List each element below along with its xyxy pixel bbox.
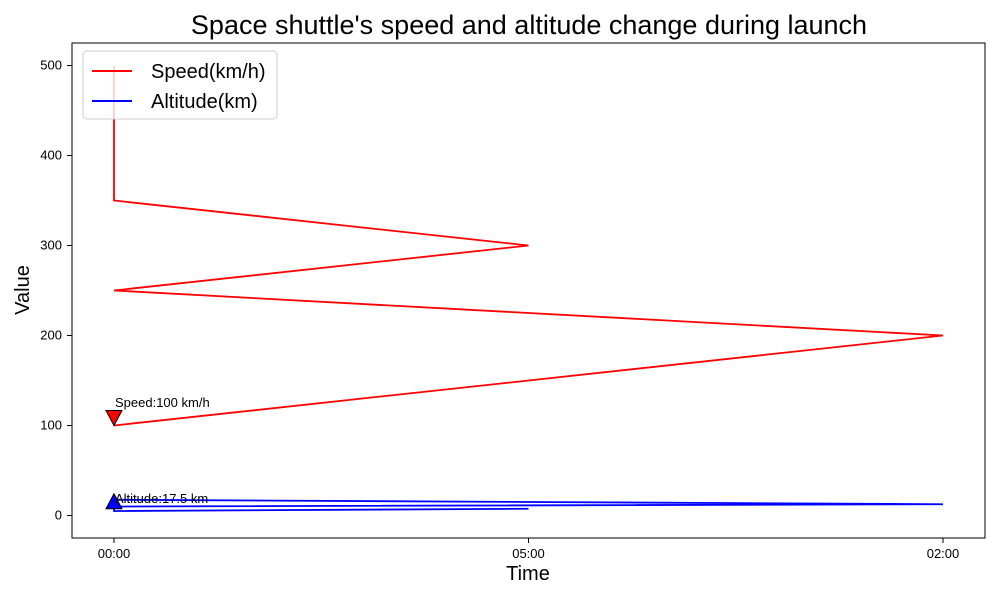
y-tick-label: 0 — [55, 508, 62, 523]
y-tick-label: 100 — [40, 418, 62, 433]
x-tick-label: 05:00 — [512, 546, 545, 561]
chart-title: Space shuttle's speed and altitude chang… — [191, 10, 867, 40]
x-axis-label: Time — [506, 563, 550, 585]
annotation-label-speed: Speed:100 km/h — [115, 395, 210, 410]
x-tick-label: 00:00 — [98, 546, 131, 561]
y-tick-label: 200 — [40, 328, 62, 343]
legend: Speed(km/h) Altitude(km) — [83, 51, 277, 119]
y-tick-label: 500 — [40, 58, 62, 73]
x-tick-label: 02:00 — [927, 546, 960, 561]
legend-label-altitude: Altitude(km) — [151, 91, 258, 113]
y-tick-label: 400 — [40, 148, 62, 163]
legend-label-speed: Speed(km/h) — [151, 61, 266, 83]
annotation-label-altitude: Altitude:17.5 km — [115, 491, 208, 506]
y-axis-label: Value — [12, 265, 34, 315]
y-tick-label: 300 — [40, 238, 62, 253]
